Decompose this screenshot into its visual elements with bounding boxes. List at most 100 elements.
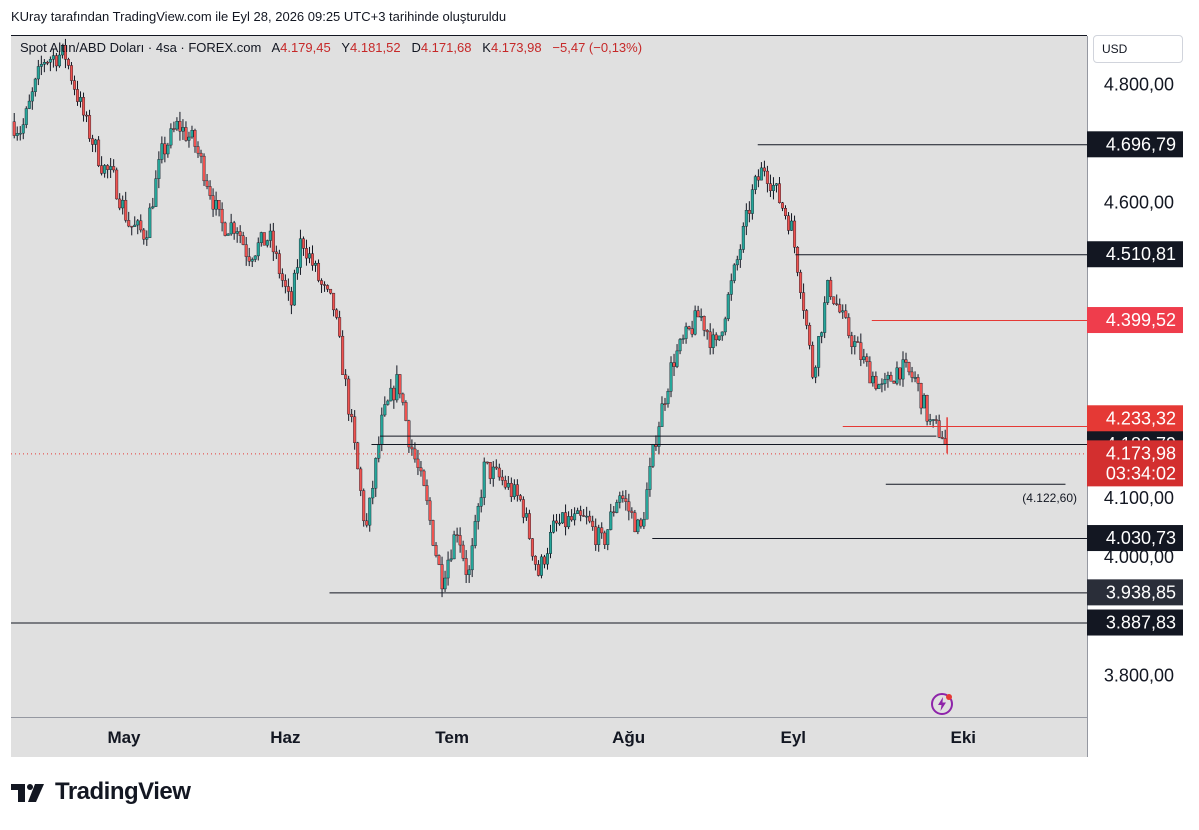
candle-down bbox=[310, 253, 314, 266]
price-label-box bbox=[1087, 131, 1183, 158]
candle-down bbox=[63, 44, 67, 60]
candle-down bbox=[856, 341, 860, 343]
candle-down bbox=[130, 225, 134, 228]
candle-down bbox=[799, 272, 803, 293]
candle-down bbox=[639, 519, 643, 527]
high-label: Y bbox=[341, 40, 350, 55]
candle-up bbox=[545, 553, 549, 565]
candle-up bbox=[151, 206, 155, 209]
candle-down bbox=[437, 555, 441, 565]
candle-up bbox=[609, 511, 613, 530]
candle-down bbox=[85, 114, 89, 117]
currency-button[interactable]: USD bbox=[1093, 35, 1183, 63]
chart-credit-header: KUray tarafından TradingView.com ile Eyl… bbox=[11, 9, 507, 24]
symbol-name[interactable]: Spot Altın/ABD Doları · 4sa · FOREX.com bbox=[20, 40, 262, 55]
candle-up bbox=[732, 264, 736, 281]
candle-down bbox=[919, 383, 923, 409]
tradingview-logo[interactable]: TradingView bbox=[11, 778, 191, 806]
candle-down bbox=[714, 334, 718, 341]
candle-up bbox=[606, 529, 610, 545]
candle-down bbox=[844, 310, 848, 318]
candle-down bbox=[808, 325, 812, 346]
candle-down bbox=[850, 335, 854, 347]
candle-down bbox=[497, 467, 501, 478]
candle-down bbox=[69, 65, 73, 81]
candle-down bbox=[398, 374, 402, 395]
candle-down bbox=[283, 280, 287, 287]
candle-down bbox=[868, 361, 872, 384]
last-price-label-countdown: 03:34:02 bbox=[1106, 463, 1176, 483]
candle-down bbox=[304, 248, 308, 259]
candle-up bbox=[726, 294, 730, 320]
candle-down bbox=[232, 222, 236, 234]
alert-bolt-icon[interactable] bbox=[930, 692, 954, 716]
candle-up bbox=[720, 331, 724, 337]
candle-down bbox=[184, 127, 188, 141]
candle-up bbox=[42, 62, 46, 65]
candle-up bbox=[820, 332, 824, 337]
candle-up bbox=[648, 466, 652, 490]
candle-down bbox=[687, 326, 691, 329]
price-axis-labels: 4.696,794.510,814.399,524.220,274.189,79… bbox=[1087, 131, 1183, 636]
last-price-label-box bbox=[1087, 440, 1183, 487]
candle-down bbox=[690, 328, 694, 335]
candle-up bbox=[913, 377, 917, 379]
change-value: −5,47 (−0,13%) bbox=[552, 40, 643, 55]
candle-down bbox=[509, 483, 513, 497]
candle-down bbox=[271, 230, 275, 253]
candle-down bbox=[925, 394, 929, 422]
candle-up bbox=[60, 44, 64, 56]
candle-up bbox=[817, 336, 821, 368]
candle-down bbox=[663, 403, 667, 405]
candle-down bbox=[802, 292, 806, 311]
candle-up bbox=[307, 253, 311, 259]
candle-down bbox=[353, 416, 357, 443]
candle-down bbox=[907, 362, 911, 373]
time-axis-ticks: May Haz Tem Ağu Eyl Eki bbox=[107, 728, 976, 747]
candle-down bbox=[142, 229, 146, 240]
candle-down bbox=[118, 198, 122, 209]
candle-up bbox=[585, 515, 589, 518]
candle-up bbox=[479, 497, 483, 507]
candle-down bbox=[591, 520, 595, 527]
horizontal-levels: (4.122,60) bbox=[11, 144, 1087, 624]
low-label: D bbox=[411, 40, 421, 55]
close-value: 4.173,98 bbox=[490, 40, 542, 55]
candle-down bbox=[889, 375, 893, 382]
candle-up bbox=[922, 394, 926, 409]
candle-up bbox=[883, 378, 887, 384]
candle-up bbox=[169, 128, 173, 146]
candle-up bbox=[48, 59, 52, 63]
price-label-red-text: 4.233,32 bbox=[1106, 408, 1176, 428]
candle-up bbox=[190, 130, 194, 138]
candle-down bbox=[916, 377, 920, 384]
candle-up bbox=[443, 577, 447, 590]
high-value: 4.181,52 bbox=[350, 40, 401, 55]
candle-down bbox=[464, 558, 468, 575]
plot-background[interactable] bbox=[11, 36, 1087, 717]
candle-up bbox=[759, 167, 763, 181]
candle-up bbox=[524, 513, 528, 518]
candle-up bbox=[470, 545, 474, 571]
candle-down bbox=[564, 512, 568, 528]
price-label-text: 3.938,85 bbox=[1106, 582, 1176, 602]
candle-up bbox=[567, 516, 571, 528]
candle-down bbox=[780, 202, 784, 209]
candle-down bbox=[335, 309, 339, 318]
candle-down bbox=[172, 128, 176, 130]
candle-down bbox=[832, 296, 836, 304]
candle-up bbox=[395, 374, 399, 401]
candle-up bbox=[684, 326, 688, 339]
price-label-box bbox=[1087, 525, 1183, 552]
candle-down bbox=[793, 220, 797, 248]
candle-down bbox=[762, 167, 766, 172]
candle-down bbox=[570, 516, 574, 521]
candle-down bbox=[708, 331, 712, 348]
candle-down bbox=[359, 468, 363, 491]
candle-up bbox=[449, 558, 453, 561]
price-label-text: 4.030,73 bbox=[1106, 528, 1176, 548]
time-axis[interactable] bbox=[11, 717, 1087, 757]
candle-up bbox=[717, 335, 721, 341]
